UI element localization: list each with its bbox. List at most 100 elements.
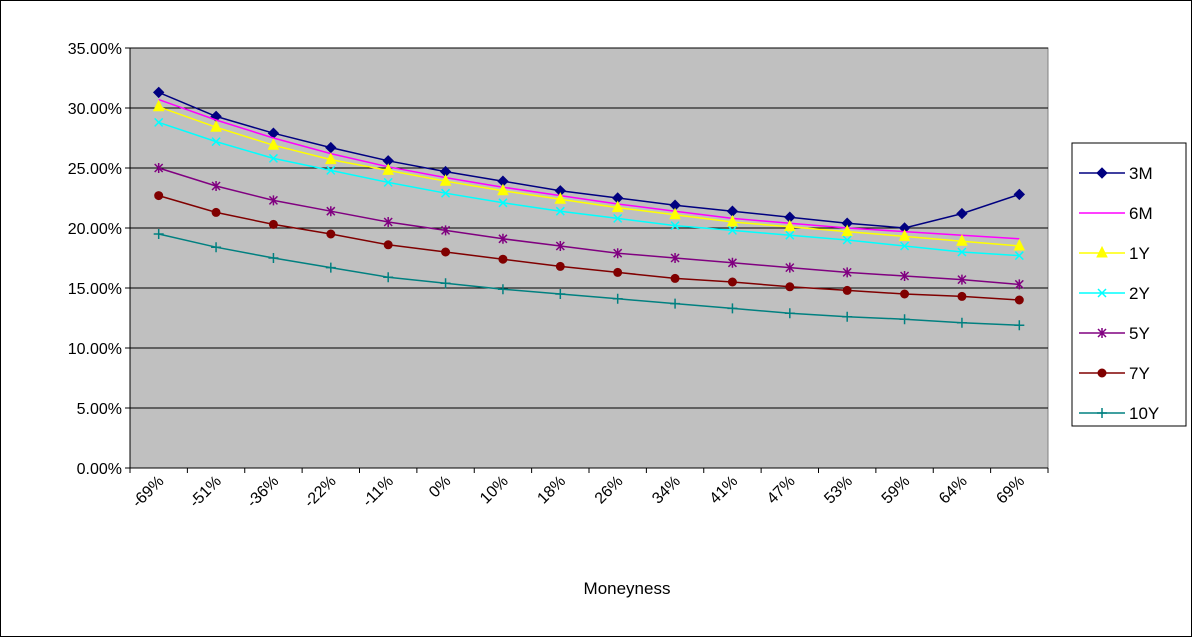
data-point [900,271,910,281]
data-point [211,137,221,147]
data-point [726,214,739,227]
data-point [211,207,221,217]
data-point [956,317,967,328]
x-tick-label: -36% [244,473,282,511]
data-point [555,289,566,299]
data-point [670,221,680,231]
data-point [326,229,336,239]
data-point [842,267,852,278]
data-point [784,219,796,232]
data-point [1014,251,1024,261]
data-point [1014,295,1024,305]
data-point [841,224,853,237]
legend-label: 10Y [1129,404,1159,423]
data-point [670,298,681,309]
data-point [900,241,910,251]
plot-area [129,47,1049,469]
legend-item-5y: 5Y [1079,324,1150,343]
legend-item-1y: 1Y [1079,244,1150,263]
data-point [555,241,565,251]
x-tick-label: -69% [129,473,167,511]
series-line-10y [158,233,1020,326]
y-tick-label: 5.00% [77,401,122,418]
data-point [211,181,221,191]
x-tick-label: -51% [186,473,224,511]
data-point [383,177,393,187]
data-point [498,254,508,264]
data-point [439,174,452,186]
series-line-7y [158,194,1020,301]
x-tick-label: -11% [359,473,397,511]
data-point [497,284,508,295]
y-tick-label: 0.00% [77,461,122,478]
legend-marker [1096,245,1108,258]
data-point [842,285,852,295]
x-tick-label: 69% [993,473,1028,508]
series-line-2y [158,121,1020,257]
data-point [784,308,795,319]
x-tick-label: 10% [477,473,512,508]
data-point [440,278,451,289]
data-point [383,217,393,227]
legend-item-7y: 7Y [1079,364,1150,383]
data-point [497,183,509,196]
data-point [842,235,852,245]
x-tick-label: -22% [301,473,339,511]
legend-label: 2Y [1129,284,1150,303]
data-point [785,282,795,292]
data-point [325,152,337,165]
series-5y [154,163,1024,290]
data-point [268,219,278,229]
data-point [441,225,451,236]
data-point [325,262,336,273]
data-point [900,289,910,299]
data-point [268,253,279,263]
y-tick-label: 20.00% [68,221,122,238]
data-point [268,153,278,163]
data-point [210,120,222,132]
data-point [785,230,795,240]
data-point [611,200,624,213]
data-point [326,165,336,175]
legend-label: 1Y [1129,244,1150,263]
legend-marker [1097,328,1107,338]
x-tick-label: 47% [764,473,799,508]
data-point [326,206,336,217]
legend-marker [1096,167,1108,179]
data-point [727,257,737,268]
data-point [554,192,567,204]
y-tick-label: 25.00% [68,161,122,178]
data-point [842,311,853,322]
data-point [555,206,565,216]
y-tick-label: 30.00% [68,101,122,118]
data-point [154,191,164,201]
x-tick-label: 41% [707,473,742,508]
x-axis-label: Moneyness [584,579,671,598]
data-point [268,195,278,206]
legend-marker [1097,368,1107,378]
x-tick-label: 34% [649,473,684,508]
data-point [612,293,623,304]
legend: 3M 6M 1Y 2Y 5Y 7Y 10Y [1071,142,1187,427]
legend-label: 3M [1129,164,1153,183]
data-point [957,274,967,285]
series-line-3m [158,91,1020,229]
series-1y [152,99,1026,251]
data-point [152,86,165,99]
data-point [153,229,164,239]
legend-label: 7Y [1129,364,1150,383]
series-line-1y [158,106,1020,247]
legend-item-10y: 10Y [1079,404,1159,423]
data-point [727,225,737,235]
legend-item-6m: 6M [1079,204,1153,223]
data-point [898,229,911,241]
data-point [152,99,165,112]
data-point [727,303,738,314]
data-point [555,261,565,271]
data-point [957,247,967,257]
series-2y [154,117,1024,261]
legend-item-2y: 2Y [1079,284,1150,303]
y-tick-label: 10.00% [68,341,122,358]
